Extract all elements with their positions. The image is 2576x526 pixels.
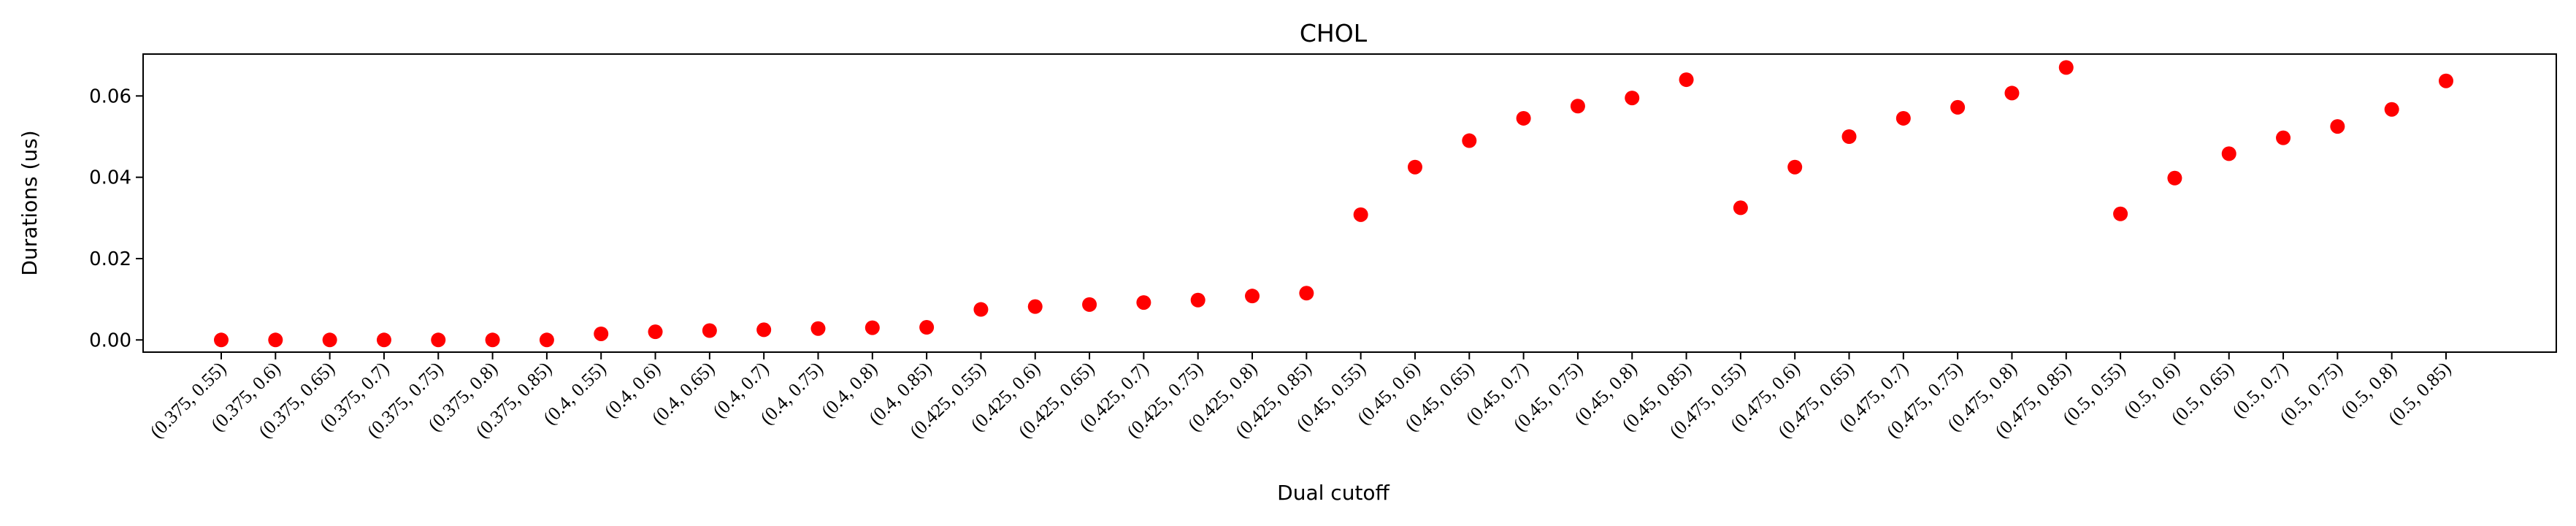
data-point [1027,299,1043,314]
data-points [214,60,2453,348]
chart-title: CHOL [1300,19,1368,47]
data-point [2113,206,2128,221]
data-point [214,332,229,348]
data-point [1136,295,1151,310]
data-point [268,332,283,348]
data-point [1462,133,1477,148]
data-point [2004,85,2020,101]
y-axis-label: Durations (us) [18,130,42,275]
y-tick-label: 0.04 [89,167,131,189]
data-point [431,332,446,348]
data-point [1407,159,1422,175]
data-point [1625,91,1640,106]
data-point [919,320,935,335]
data-point [1895,110,1911,126]
y-tick-label: 0.00 [89,329,131,351]
data-point [1787,159,1803,175]
data-point [2384,102,2399,117]
data-point [322,332,337,348]
y-tick-label: 0.02 [89,248,131,270]
data-point [702,323,717,338]
data-point [2439,73,2453,88]
data-point [756,322,772,338]
data-point [2221,146,2236,161]
data-point [2330,119,2345,134]
data-point [810,321,826,336]
data-point [376,332,391,348]
data-point [1679,72,1694,88]
y-axis: 0.00 0.02 0.04 0.06 [89,85,143,351]
x-axis: (0.375, 0.55)(0.375, 0.6)(0.375, 0.65)(0… [146,352,2455,442]
data-point [539,332,554,348]
data-point [1190,292,1205,308]
data-point [2276,130,2291,145]
data-point [1082,297,1097,312]
y-tick-label: 0.06 [89,85,131,107]
data-point [1841,129,1857,144]
data-point [594,326,609,341]
x-axis-label: Dual cutoff [1277,481,1389,505]
data-point [2058,60,2074,75]
data-point [1353,207,1368,222]
data-point [1950,99,1966,115]
data-point [865,320,880,335]
data-point [1516,110,1531,126]
data-point [485,332,500,348]
data-point [648,324,663,340]
data-point [973,302,989,317]
data-point [2167,170,2182,186]
data-point [1299,286,1314,301]
data-point [1733,200,1748,216]
data-point [1570,99,1585,114]
data-point [1245,289,1260,304]
plot-area [142,53,2557,353]
